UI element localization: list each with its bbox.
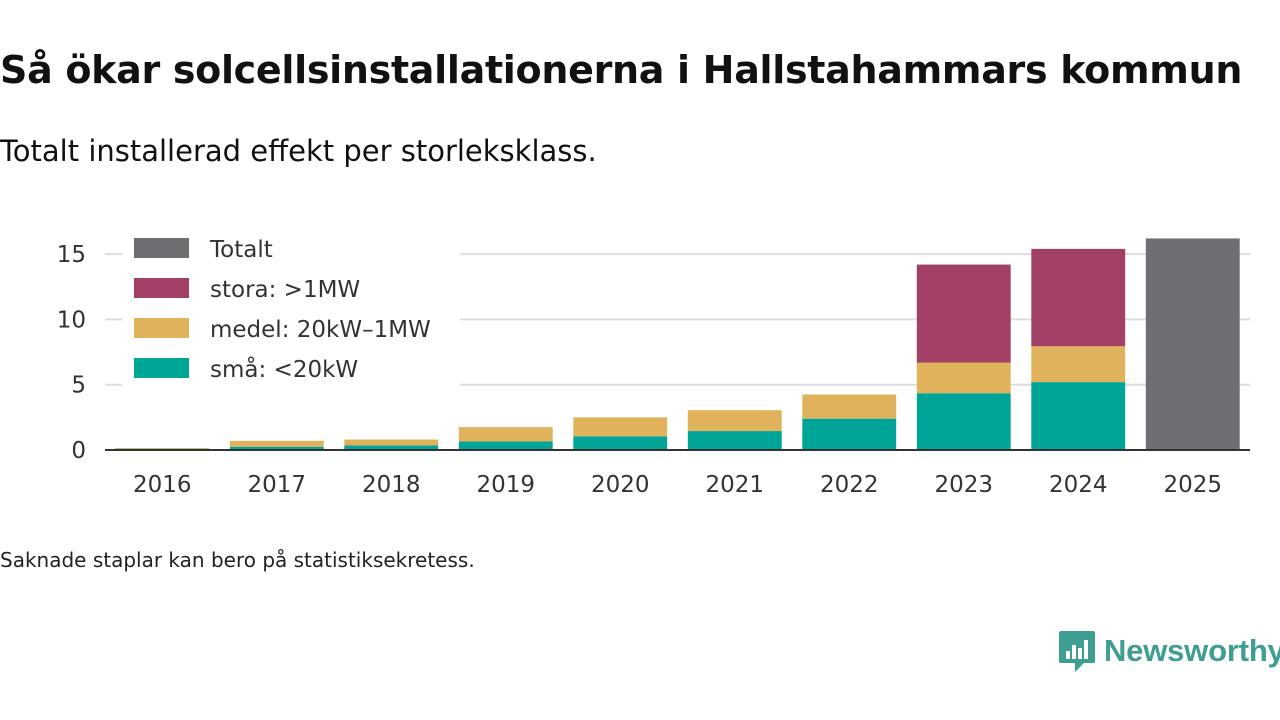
x-tick-label: 2017 — [247, 472, 306, 498]
bar-segment — [344, 445, 439, 450]
x-tick-label: 2019 — [476, 472, 535, 498]
bar-segment — [916, 362, 1011, 394]
x-tick-label: 2020 — [591, 472, 650, 498]
x-tick-label: 2025 — [1163, 472, 1222, 498]
legend-label: små: <20kW — [210, 355, 358, 383]
y-tick-label: 15 — [57, 242, 86, 268]
bar-segment — [115, 448, 210, 449]
legend-swatch — [134, 238, 189, 258]
bar-segment — [458, 427, 553, 442]
chart-legend: Totalt stora: >1MW medel: 20kW–1MW små: <20… — [122, 226, 460, 386]
x-tick-label: 2023 — [934, 472, 993, 498]
bar-segment — [916, 393, 1011, 450]
chart-title: Så ökar solcellsinstallationerna i Halls… — [0, 48, 1243, 92]
bar-segment — [916, 264, 1011, 363]
x-tick-label: 2021 — [705, 472, 764, 498]
legend-swatch — [134, 358, 189, 378]
y-tick-label: 5 — [71, 373, 86, 399]
y-axis-tick-labels: 0 5 10 15 — [57, 242, 86, 464]
legend-item: Totalt — [134, 237, 273, 263]
y-tick-label: 0 — [71, 438, 86, 464]
legend-swatch — [134, 318, 189, 338]
bar-chart-speech-bubble-icon — [1059, 631, 1095, 672]
brand-name: Newsworthy — [1104, 633, 1280, 668]
bar-segment — [1031, 382, 1126, 450]
bar-segment — [1145, 238, 1240, 450]
x-axis-tick-labels: 2016 2017 2018 2019 2020 2021 2022 2023 2024 2025 — [133, 472, 1222, 498]
y-tick-label: 10 — [57, 307, 86, 333]
x-tick-label: 2018 — [362, 472, 421, 498]
footnote: Saknade staplar kan bero på statistiksek… — [0, 548, 475, 572]
bar-segment — [229, 446, 324, 450]
x-tick-label: 2024 — [1049, 472, 1108, 498]
legend-swatch — [134, 278, 189, 298]
legend-label: Totalt — [209, 237, 273, 263]
legend-label: stora: >1MW — [210, 277, 360, 303]
x-tick-label: 2022 — [820, 472, 879, 498]
bar-segment — [687, 431, 782, 450]
bar-segment — [687, 410, 782, 432]
brand-logo[interactable]: Newsworthy — [1058, 628, 1280, 674]
bar-segment — [573, 417, 668, 437]
bar-segment — [458, 441, 553, 450]
legend-item: medel: 20kW–1MW — [134, 317, 431, 343]
bar-segment — [802, 418, 897, 450]
bar-segment — [229, 440, 324, 447]
bar-segment — [1031, 248, 1126, 347]
x-tick-label: 2016 — [133, 472, 192, 498]
legend-item: små: <20kW — [134, 355, 358, 383]
bar-segment — [344, 439, 439, 446]
bars — [115, 238, 1240, 450]
legend-item: stora: >1MW — [134, 277, 360, 303]
bar-segment — [1031, 346, 1126, 383]
legend-label: medel: 20kW–1MW — [210, 317, 431, 343]
bar-segment — [802, 394, 897, 419]
bar-segment — [573, 436, 668, 450]
chart-subtitle: Totalt installerad effekt per storlekskl… — [0, 134, 597, 168]
